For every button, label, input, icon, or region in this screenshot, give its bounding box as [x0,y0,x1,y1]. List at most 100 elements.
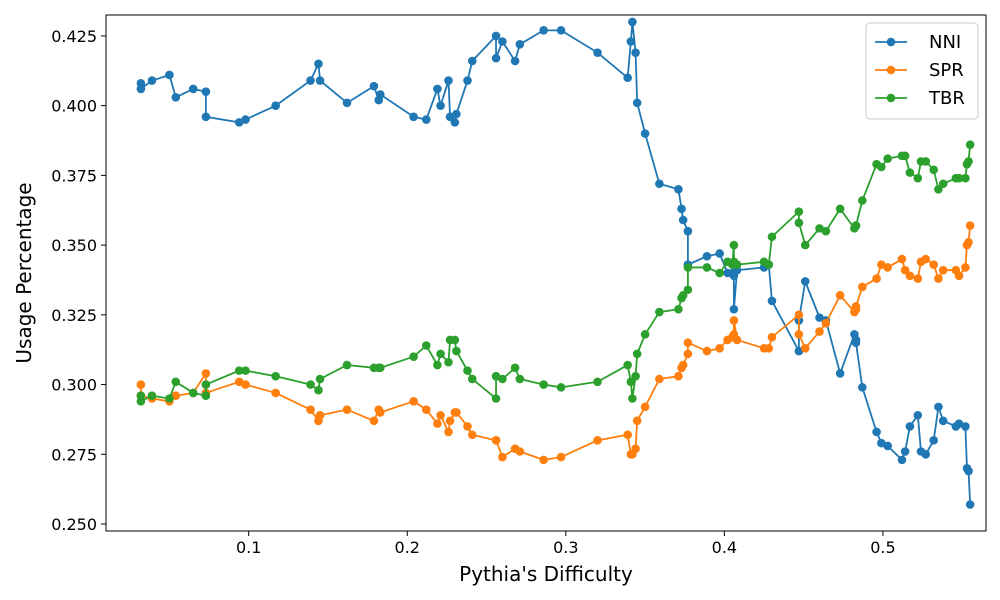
data-point-nni [674,185,683,194]
data-point-spr [929,260,938,269]
legend-marker-tbr [886,93,896,103]
data-point-spr [376,408,385,417]
data-point-nni [851,338,861,348]
series-layer [136,17,975,509]
data-point-tbr [913,173,923,183]
data-point-tbr [961,173,970,183]
data-point-spr [201,369,211,378]
data-point-nni [593,48,602,57]
data-point-spr [632,416,642,426]
data-point-tbr [433,360,442,370]
data-point-nni [452,109,461,119]
legend-label-spr: SPR [929,60,964,81]
data-point-spr [794,330,804,339]
data-point-spr [954,271,964,281]
data-point-tbr [376,363,385,373]
data-point-tbr [626,377,636,387]
data-point-tbr [929,165,938,175]
data-point-spr [467,430,477,440]
data-point-tbr [463,366,472,375]
data-point-tbr [165,394,174,403]
data-point-spr [463,422,472,431]
data-point-spr [678,360,688,370]
data-point-nni [677,204,686,214]
data-point-tbr [628,394,637,403]
data-point-tbr [342,360,352,370]
x-tick-label: 0.5 [870,538,895,557]
data-point-spr [306,405,315,414]
data-point-tbr [905,168,915,177]
data-point-spr [883,263,892,272]
x-tick-label: 0.1 [236,538,261,557]
data-point-tbr [655,307,664,317]
data-point-nni [147,76,157,85]
legend: NNI SPR TBR [865,22,979,120]
y-tick-label: 0.425 [51,27,97,46]
data-point-tbr [794,207,804,216]
data-point-nni [631,48,640,57]
data-point-tbr [729,240,739,250]
data-point-spr [683,338,693,348]
data-point-tbr [877,162,886,172]
data-point-spr [858,282,867,292]
data-point-tbr [539,380,548,389]
data-point-tbr [678,291,688,300]
y-tick-label: 0.250 [51,515,97,534]
data-point-tbr [821,226,831,236]
data-point-spr [452,408,461,417]
legend-marker-nni [886,37,896,47]
data-point-nni [964,466,973,476]
data-point-nni [450,118,460,127]
data-point-nni [539,26,548,35]
data-point-nni [921,450,931,459]
data-point-spr [436,410,445,420]
y-tick-label: 0.275 [51,445,97,464]
data-point-tbr [306,380,315,389]
data-point-tbr [900,151,910,161]
data-point-spr [900,265,910,275]
data-point-nni [315,76,325,85]
data-point-spr [961,263,970,272]
data-point-spr [421,405,431,414]
data-point-tbr [201,380,211,389]
data-point-tbr [510,363,520,373]
data-point-tbr [883,154,892,163]
data-point-spr [315,410,325,420]
data-point-spr [934,274,943,283]
data-point-nni [640,129,650,138]
data-point-nni [433,84,442,94]
data-point-spr [593,436,602,445]
data-point-nni [467,56,477,66]
data-point-nni [702,251,712,261]
y-axis: 0.250 0.275 0.300 0.325 0.350 0.375 0.400 0.425 [51,27,106,534]
data-point-nni [342,98,352,108]
data-point-tbr [683,285,693,295]
data-point-nni [241,115,250,124]
data-point-spr [498,452,507,462]
data-point-tbr [409,352,418,361]
data-point-tbr [835,204,845,214]
data-point-spr [851,302,861,311]
data-point-spr [729,316,739,325]
data-point-spr [655,374,664,384]
data-point-tbr [938,179,948,189]
data-point-tbr [188,388,198,398]
data-point-spr [271,388,280,398]
data-point-spr [821,318,831,328]
data-point-spr [640,402,650,412]
series-nni [136,17,975,509]
data-point-nni [883,441,892,451]
data-point-spr [732,335,742,345]
data-point-tbr [934,185,943,194]
data-point-nni [463,76,472,85]
data-point-tbr [593,377,602,387]
data-point-nni [632,98,642,108]
data-point-tbr [450,335,460,345]
data-point-nni [872,427,881,437]
data-point-tbr [954,173,964,183]
data-point-nni [938,416,948,426]
data-point-spr [674,371,683,381]
data-point-spr [921,254,931,264]
data-point-tbr [858,196,867,205]
